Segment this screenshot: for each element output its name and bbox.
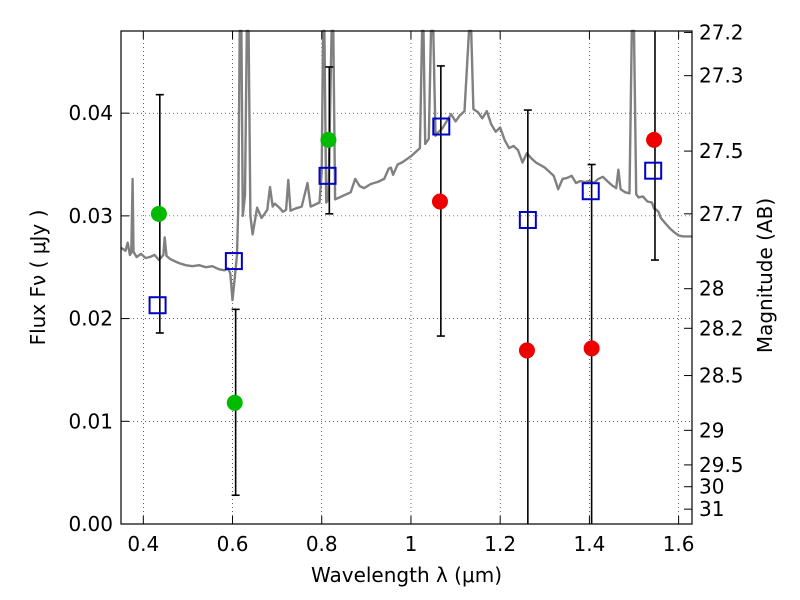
red-point	[431, 193, 448, 210]
x-tick-label: 1	[405, 532, 418, 556]
model-spectrum	[120, 29, 692, 302]
blue-square-point	[518, 210, 537, 229]
x-tick-label: 1.6	[663, 532, 695, 556]
x-axis-label: Wavelength λ (μm)	[311, 563, 502, 587]
y2-tick-label: 27.2	[699, 20, 744, 44]
y2-tick-label: 27.7	[699, 202, 744, 226]
red-point	[518, 342, 535, 359]
blue-square-point	[318, 166, 337, 185]
blue-square-point	[644, 161, 663, 180]
blue-square-point	[581, 182, 600, 201]
x-tick-label: 0.4	[127, 532, 159, 556]
tick-labels: 0.4 0.6 0.8 1 1.2 1.4 1.6 0.00 0.01 0.02 0.03 0.04 2…	[68, 20, 743, 556]
red-point	[646, 131, 663, 148]
y-axis-label: Flux Fν ( μJy )	[26, 210, 50, 346]
y-tick-label: 0.04	[68, 101, 113, 125]
y2-tick-label: 29.5	[699, 453, 744, 477]
x-tick-label: 1.4	[573, 532, 605, 556]
y2-tick-label: 28.2	[699, 316, 744, 340]
red-point	[583, 340, 600, 357]
x-tick-label: 0.6	[217, 532, 249, 556]
y-tick-label: 0.01	[68, 409, 113, 433]
model-spectrum-line	[120, 29, 692, 302]
y2-tick-label: 28.5	[699, 364, 744, 388]
y2-axis-label: Magnitude (AB)	[753, 198, 777, 353]
blue-square-point	[432, 117, 451, 136]
y2-tick-label: 27.5	[699, 139, 744, 163]
grid-lines	[121, 31, 692, 525]
y-tick-label: 0.03	[68, 204, 113, 228]
green-point	[320, 131, 337, 148]
blue-square-point	[224, 252, 243, 271]
y2-tick-label: 27.3	[699, 64, 744, 88]
y-tick-label: 0.00	[68, 512, 113, 536]
axis-ticks	[121, 31, 692, 525]
green-point	[150, 205, 167, 222]
y2-tick-label: 31	[699, 497, 724, 521]
x-tick-label: 1.2	[484, 532, 516, 556]
y2-tick-label: 30	[699, 475, 724, 499]
y2-tick-label: 29	[699, 418, 724, 442]
blue-square-point	[148, 296, 167, 315]
green-point	[226, 394, 243, 411]
y-tick-label: 0.02	[68, 307, 113, 331]
x-tick-label: 0.8	[306, 532, 338, 556]
y2-tick-label: 28	[699, 277, 724, 301]
plot-frame	[120, 30, 693, 525]
data-markers	[148, 117, 663, 411]
